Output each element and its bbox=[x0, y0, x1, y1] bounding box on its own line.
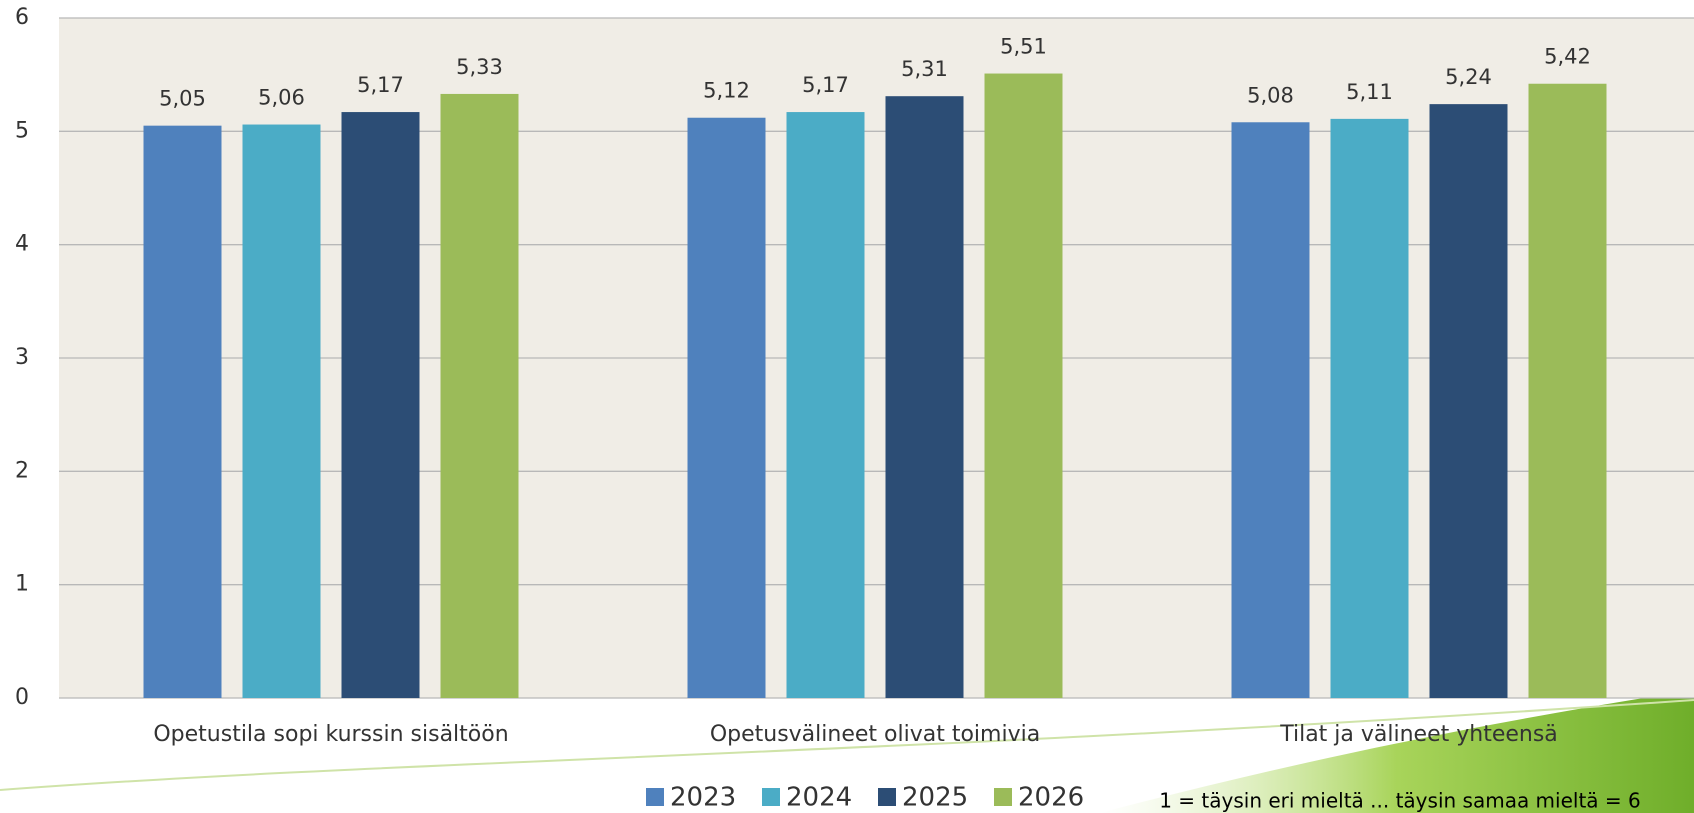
value-label: 5,12 bbox=[703, 79, 750, 103]
y-tick-label: 1 bbox=[15, 572, 29, 597]
bar bbox=[342, 112, 420, 698]
legend-swatch bbox=[646, 788, 664, 806]
legend-label: 2026 bbox=[1018, 783, 1084, 813]
x-tick-label: Opetusvälineet olivat toimivia bbox=[710, 722, 1040, 747]
y-tick-label: 0 bbox=[15, 685, 29, 710]
bar bbox=[441, 94, 519, 698]
value-label: 5,42 bbox=[1544, 45, 1591, 69]
bar bbox=[985, 74, 1063, 698]
value-label: 5,06 bbox=[258, 86, 305, 110]
bar bbox=[1331, 119, 1409, 698]
value-label: 5,24 bbox=[1445, 65, 1492, 89]
y-tick-label: 6 bbox=[15, 5, 29, 30]
value-label: 5,17 bbox=[802, 73, 849, 97]
value-label: 5,51 bbox=[1000, 35, 1047, 59]
legend-swatch bbox=[994, 788, 1012, 806]
value-label: 5,33 bbox=[456, 55, 503, 79]
y-tick-label: 5 bbox=[15, 118, 29, 143]
value-label: 5,17 bbox=[357, 73, 404, 97]
bar bbox=[1529, 84, 1607, 698]
legend-label: 2025 bbox=[902, 783, 968, 813]
y-tick-label: 2 bbox=[15, 458, 29, 483]
note: 1 = täysin eri mieltä ... täysin samaa m… bbox=[1159, 789, 1641, 813]
legend-swatch bbox=[762, 788, 780, 806]
bar bbox=[243, 125, 321, 698]
x-tick-label: Opetustila sopi kurssin sisältöön bbox=[153, 722, 508, 747]
value-label: 5,05 bbox=[159, 87, 206, 111]
bar bbox=[144, 126, 222, 698]
bar bbox=[1430, 104, 1508, 698]
x-tick-label: Tilat ja välineet yhteensä bbox=[1279, 722, 1558, 747]
value-label: 5,31 bbox=[901, 57, 948, 81]
bar bbox=[688, 118, 766, 698]
value-label: 5,08 bbox=[1247, 83, 1294, 107]
legend-swatch bbox=[878, 788, 896, 806]
chart: 1 = täysin eri mieltä ... täysin samaa m… bbox=[0, 0, 1694, 813]
legend-label: 2023 bbox=[670, 783, 736, 813]
bar bbox=[787, 112, 865, 698]
y-tick-label: 3 bbox=[15, 345, 29, 370]
bar bbox=[1232, 122, 1310, 698]
legend-label: 2024 bbox=[786, 783, 852, 813]
value-label: 5,11 bbox=[1346, 80, 1393, 104]
bar bbox=[886, 96, 964, 698]
y-tick-label: 4 bbox=[15, 232, 29, 257]
